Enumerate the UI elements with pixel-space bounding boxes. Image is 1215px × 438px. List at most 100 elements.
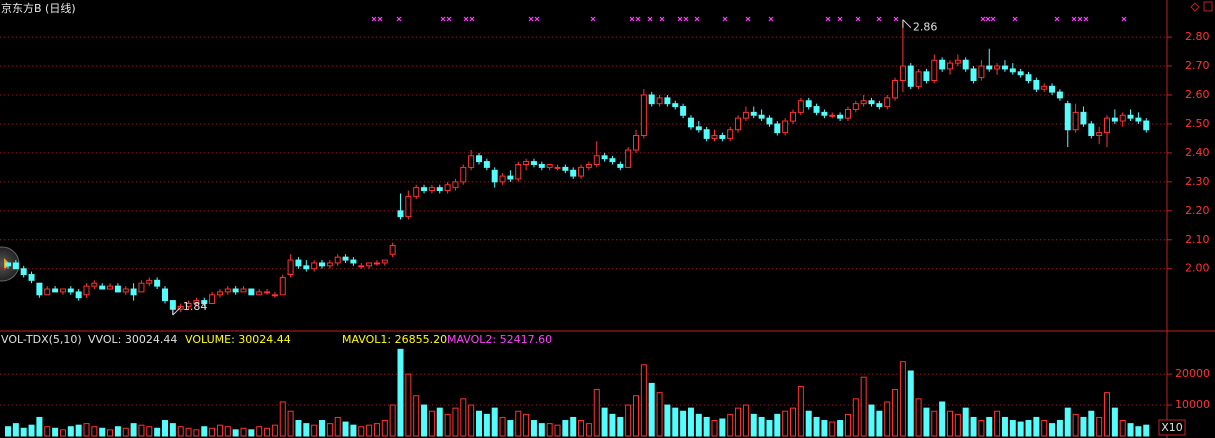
volume-bar bbox=[468, 404, 475, 437]
volume-bar bbox=[601, 407, 608, 437]
candle-body bbox=[1049, 85, 1056, 93]
candle-body bbox=[774, 123, 781, 134]
signal-mark bbox=[647, 16, 653, 22]
volume-bar bbox=[515, 410, 522, 437]
candle-body bbox=[491, 169, 498, 183]
signal-mark bbox=[1071, 16, 1077, 22]
candle-body bbox=[625, 149, 632, 168]
candle-body bbox=[860, 100, 867, 105]
volume-bar bbox=[766, 420, 773, 437]
candle-body bbox=[672, 103, 679, 108]
candle-body bbox=[640, 94, 647, 137]
candle-body bbox=[687, 117, 694, 128]
candle-body bbox=[232, 288, 239, 293]
volume-bar bbox=[366, 424, 373, 437]
candle-body bbox=[5, 262, 11, 267]
volume-bar bbox=[538, 423, 545, 437]
signal-mark bbox=[1083, 16, 1089, 22]
window-icon[interactable] bbox=[1190, 2, 1200, 12]
volume-bar bbox=[837, 420, 844, 437]
volume-bar bbox=[884, 401, 891, 437]
candle-body bbox=[570, 169, 577, 177]
signal-mark bbox=[1054, 16, 1060, 22]
y-tick-label: 2.30 bbox=[1185, 175, 1210, 188]
candle-body bbox=[1056, 91, 1063, 99]
volume-bar bbox=[923, 407, 930, 437]
volume-bar bbox=[735, 407, 742, 437]
y-tick-label: 2.10 bbox=[1185, 233, 1210, 246]
candle-body bbox=[554, 166, 561, 169]
candle-body bbox=[899, 65, 906, 82]
volume-bar bbox=[546, 423, 553, 437]
candle-body bbox=[703, 129, 710, 139]
volume-bar bbox=[727, 413, 734, 437]
scale-box bbox=[1158, 419, 1186, 436]
candle-body bbox=[240, 288, 247, 293]
candle-body bbox=[585, 163, 592, 168]
volume-bar bbox=[201, 426, 208, 437]
volume-bar bbox=[813, 416, 820, 437]
volume-bar bbox=[954, 413, 961, 437]
volume-bar bbox=[562, 420, 569, 437]
candle-body bbox=[609, 158, 616, 163]
signal-mark bbox=[837, 16, 843, 22]
candle-body bbox=[256, 291, 263, 296]
volume-bar bbox=[350, 424, 357, 437]
volume-bar bbox=[664, 404, 671, 437]
volume-bar bbox=[1056, 420, 1063, 437]
candle-body bbox=[868, 100, 875, 105]
candle-body bbox=[83, 285, 90, 296]
candle-body bbox=[711, 135, 718, 139]
candle-body bbox=[829, 114, 836, 117]
volume-legend: VVOL: 30024.44 bbox=[88, 333, 177, 346]
signal-mark bbox=[396, 16, 402, 22]
candle-body bbox=[428, 187, 435, 192]
volume-bar bbox=[287, 410, 294, 437]
volume-bar bbox=[750, 413, 757, 437]
candle-body bbox=[844, 108, 851, 119]
volume-bar bbox=[421, 404, 428, 437]
volume-bar bbox=[130, 423, 137, 437]
volume-bar bbox=[1127, 423, 1134, 437]
candle-body bbox=[884, 97, 891, 108]
signal-mark bbox=[985, 16, 991, 22]
candle-body bbox=[436, 187, 443, 192]
candle-body bbox=[546, 163, 553, 168]
volume-bar bbox=[5, 426, 11, 437]
volume-bar bbox=[12, 423, 19, 437]
volume-bar bbox=[570, 416, 577, 437]
candle-body bbox=[1104, 117, 1110, 134]
volume-bar bbox=[1025, 420, 1032, 437]
volume-bar bbox=[358, 426, 365, 437]
volume-legend: MAVOL1: 26855.20 bbox=[342, 333, 447, 346]
volume-bar bbox=[389, 404, 396, 437]
window-icon[interactable] bbox=[1203, 1, 1213, 12]
candle-body bbox=[962, 59, 969, 70]
volume-bar bbox=[295, 420, 302, 437]
candle-body bbox=[444, 184, 451, 192]
volume-bar bbox=[75, 424, 82, 437]
candle-body bbox=[931, 59, 938, 82]
candle-body bbox=[287, 259, 294, 276]
signal-mark bbox=[677, 16, 683, 22]
signal-mark bbox=[446, 16, 452, 22]
candle-body bbox=[279, 276, 286, 296]
volume-bar bbox=[334, 416, 341, 437]
candle-body bbox=[578, 166, 585, 177]
signal-mark bbox=[855, 16, 861, 22]
volume-bar bbox=[444, 413, 451, 437]
candle-body bbox=[36, 282, 43, 296]
volume-bar bbox=[962, 407, 969, 437]
annotation: 2.86 bbox=[913, 21, 938, 34]
candle-body bbox=[986, 65, 993, 70]
volume-bar bbox=[1143, 424, 1150, 437]
volume-bar bbox=[986, 416, 993, 437]
volume-bar bbox=[790, 407, 796, 437]
volume-bar bbox=[1009, 420, 1016, 437]
volume-bar bbox=[719, 418, 726, 437]
volume-bar bbox=[452, 407, 459, 437]
candle-body bbox=[295, 259, 302, 267]
volume-bar bbox=[742, 404, 749, 437]
candle-body bbox=[1017, 71, 1024, 76]
